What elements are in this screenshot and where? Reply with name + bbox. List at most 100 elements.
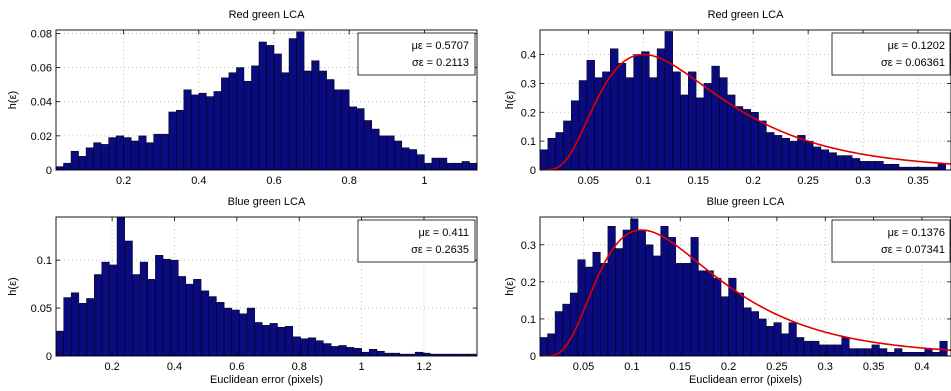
chart-title: Red green LCA bbox=[229, 9, 305, 21]
histogram-bar bbox=[193, 279, 202, 356]
x-tick-label: 1 bbox=[359, 361, 365, 373]
histogram-bar bbox=[246, 307, 255, 356]
histogram-bar bbox=[886, 352, 895, 356]
histogram-bar bbox=[789, 140, 798, 170]
histogram-bar bbox=[719, 77, 728, 170]
histogram-bar bbox=[176, 109, 185, 170]
axes-frame bbox=[55, 29, 478, 171]
histogram-bar bbox=[318, 70, 327, 170]
x-tick-label: 1.2 bbox=[416, 361, 431, 373]
histogram-bar bbox=[341, 89, 350, 170]
histogram-bar bbox=[781, 137, 790, 170]
histogram-bar bbox=[353, 348, 362, 356]
histogram-bar bbox=[138, 135, 147, 170]
histogram-bar bbox=[56, 330, 64, 356]
histogram-bar bbox=[743, 307, 752, 356]
y-tick-label: 0 bbox=[530, 351, 536, 363]
histogram-bar bbox=[116, 217, 125, 356]
x-axis-label: Euclidean error (pixels) bbox=[210, 374, 323, 386]
histogram-bar bbox=[155, 255, 164, 356]
histogram-bar bbox=[93, 142, 102, 170]
histogram-bar bbox=[101, 261, 110, 356]
histogram-bar bbox=[851, 158, 861, 170]
histogram-bar bbox=[315, 340, 324, 356]
histogram-bar bbox=[414, 351, 424, 356]
histogram-bar bbox=[409, 149, 418, 170]
histogram-bars bbox=[540, 31, 951, 170]
histogram-bar bbox=[123, 137, 132, 170]
histogram-bar bbox=[109, 264, 118, 356]
y-tick-label: 0.1 bbox=[37, 255, 52, 267]
histogram-bar bbox=[781, 333, 790, 356]
histogram-bar bbox=[424, 162, 433, 170]
histogram-bar bbox=[266, 45, 275, 170]
x-tick-label: 0.6 bbox=[266, 175, 281, 187]
subplot-2: 0.05 0.1 0.15 0.2 0.25 0.3 0.35 0 0.1 0.2 0.3 0.4 Re… bbox=[504, 9, 951, 187]
legend-entry: σε = 0.2635 bbox=[411, 244, 469, 256]
legend-box bbox=[357, 32, 476, 76]
subplot-4: 0.05 0.1 0.15 0.2 0.25 0.3 0.35 0.4 0 0.1 0.2 0.3 Bl… bbox=[504, 196, 951, 386]
legend-entry: με = 0.411 bbox=[419, 227, 470, 239]
histogram-bar bbox=[826, 344, 835, 356]
histogram-bar bbox=[916, 352, 925, 356]
x-tick-label: 0.4 bbox=[914, 361, 929, 373]
histogram-bar bbox=[323, 343, 332, 356]
x-tick-label: 0.4 bbox=[191, 175, 206, 187]
histogram-bar bbox=[637, 229, 646, 356]
histogram-bar bbox=[258, 41, 267, 170]
histogram-bar bbox=[132, 274, 141, 356]
histogram-bar bbox=[939, 340, 948, 356]
histogram-bar bbox=[924, 348, 933, 356]
histogram-bar bbox=[641, 51, 650, 170]
fit-curve bbox=[540, 53, 951, 170]
histogram-bar bbox=[836, 155, 845, 170]
histogram-bar bbox=[269, 323, 278, 356]
histogram-bar bbox=[330, 346, 339, 356]
histogram-bar bbox=[871, 344, 880, 356]
y-tick-label: 0.06 bbox=[31, 63, 52, 75]
histogram-bars bbox=[56, 31, 477, 170]
histogram-bar bbox=[540, 149, 549, 170]
legend-entry: με = 0.5707 bbox=[412, 40, 469, 52]
y-axis-label: h(ε) bbox=[7, 91, 19, 109]
histogram-bar bbox=[735, 292, 744, 356]
x-tick-label: 0.3 bbox=[855, 175, 870, 187]
histogram-bar bbox=[720, 296, 729, 356]
histogram-bar bbox=[820, 149, 829, 170]
histogram-bar bbox=[200, 290, 210, 356]
histogram-bar bbox=[63, 297, 72, 356]
histogram-bar bbox=[70, 292, 80, 356]
legend-entry: σε = 0.2113 bbox=[412, 57, 469, 69]
y-tick-label: 0 bbox=[46, 165, 52, 177]
histogram-bar bbox=[78, 156, 87, 170]
histogram-bar bbox=[875, 161, 884, 170]
x-tick-label: 0.8 bbox=[342, 175, 357, 187]
histogram-bar bbox=[742, 109, 751, 170]
x-tick-label: 1 bbox=[421, 175, 427, 187]
histogram-bar bbox=[592, 251, 601, 356]
histogram-bar bbox=[115, 135, 124, 170]
y-tick-label: 0.3 bbox=[521, 240, 536, 252]
legend-box bbox=[357, 219, 476, 263]
x-tick-label: 0.05 bbox=[573, 361, 594, 373]
histogram-bar bbox=[758, 318, 767, 356]
histogram-bar bbox=[703, 83, 712, 170]
histogram-bar bbox=[153, 133, 162, 170]
histogram-bar bbox=[664, 31, 673, 170]
histogram-bar bbox=[177, 276, 187, 356]
histogram-bar bbox=[811, 340, 820, 356]
histogram-bar bbox=[208, 296, 217, 356]
histogram-bar bbox=[139, 261, 149, 356]
histogram-bar bbox=[672, 71, 681, 170]
histogram-bar bbox=[680, 94, 689, 170]
histogram-bar bbox=[812, 146, 822, 170]
histogram-bar bbox=[439, 157, 448, 170]
histogram-bar bbox=[622, 229, 631, 356]
legend-box bbox=[831, 219, 951, 263]
y-tick-label: 0.2 bbox=[521, 107, 536, 119]
histogram-bar bbox=[894, 348, 903, 356]
x-tick-label: 0.4 bbox=[167, 361, 182, 373]
histogram-bar bbox=[683, 263, 692, 356]
histogram-bar bbox=[705, 270, 714, 356]
histogram-bar bbox=[864, 348, 873, 356]
